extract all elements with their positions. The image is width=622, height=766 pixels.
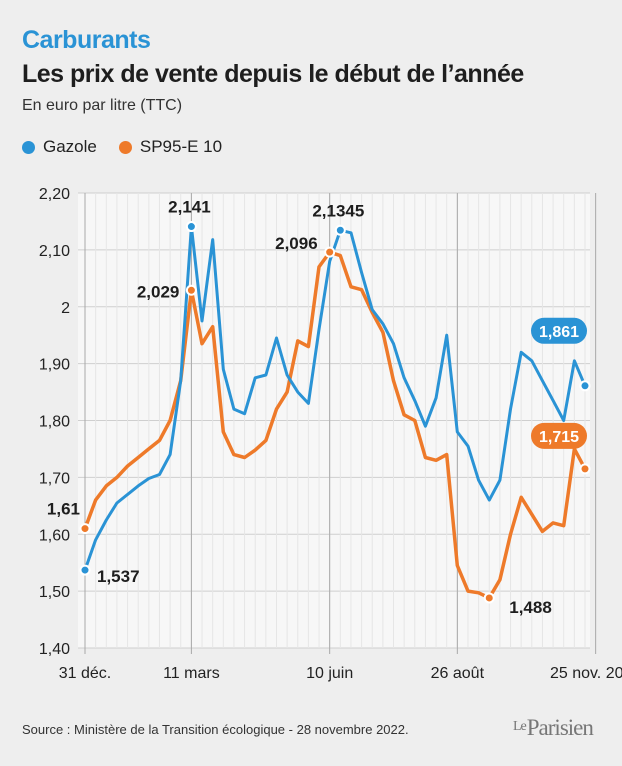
legend-item-gazole: Gazole: [22, 137, 97, 157]
annotation-label-5: 2,096: [275, 234, 318, 253]
annotation-marker-0: [79, 564, 91, 576]
annotation-marker-7: [579, 380, 591, 392]
logo-name: Parisien: [526, 715, 594, 740]
annotation-label-1: 1,61: [47, 500, 80, 519]
legend-label-gazole: Gazole: [43, 137, 97, 156]
y-tick-label-8: 1,40: [39, 641, 70, 658]
chart-title: Les prix de vente depuis le début de l’a…: [22, 60, 524, 88]
y-tick-label-1: 2,10: [39, 243, 70, 260]
annotation-label-7: 1,861: [539, 324, 579, 341]
y-tick-label-2: 2: [61, 300, 70, 317]
chart-kicker: Carburants: [22, 26, 151, 54]
legend: Gazole SP95-E 10: [22, 137, 244, 157]
annotation-badge-8: [531, 422, 587, 449]
annotation-label-3: 2,029: [137, 282, 180, 301]
y-tick-label-5: 1,70: [39, 470, 70, 487]
publisher-logo: LeParisien: [513, 715, 594, 741]
annotation-label-4: 2,1345: [312, 201, 364, 220]
x-tick-label-0: 31 déc.: [59, 665, 111, 682]
annotation-marker-1: [79, 523, 91, 535]
legend-label-sp95: SP95-E 10: [139, 137, 223, 156]
annotation-marker-5: [324, 246, 336, 258]
x-tick-label-1: 11 mars: [163, 665, 220, 682]
legend-item-sp95: SP95-E 10: [118, 137, 223, 157]
annotation-label-8: 1,715: [539, 429, 579, 446]
y-tick-label-3: 1,90: [39, 357, 70, 374]
series-line-gazole: [83, 225, 587, 572]
y-tick-label-0: 2,20: [39, 186, 70, 203]
annotation-marker-4: [334, 224, 346, 236]
annotation-badge-7: [531, 317, 587, 344]
series-line-sp95: [83, 250, 587, 600]
annotation-marker-6: [483, 592, 495, 604]
chart-subtitle: En euro par litre (TTC): [22, 97, 183, 114]
x-tick-label-2: 10 juin: [306, 665, 353, 682]
x-tick-label-4: 25 nov. 2022: [550, 665, 622, 682]
logo-prefix: Le: [513, 719, 527, 734]
annotation-label-6: 1,488: [509, 598, 552, 617]
y-tick-label-6: 1,60: [39, 527, 70, 544]
source-note: Source : Ministère de la Transition écol…: [22, 722, 409, 737]
annotation-label-2: 2,141: [168, 198, 211, 217]
annotation-marker-2: [185, 221, 197, 233]
x-tick-label-3: 26 août: [431, 665, 485, 682]
annotation-marker-8: [579, 463, 591, 475]
legend-swatch-gazole: [22, 140, 35, 154]
legend-swatch-sp95: [118, 140, 132, 154]
y-tick-label-4: 1,80: [39, 414, 70, 431]
annotation-marker-3: [185, 284, 197, 296]
annotation-label-0: 1,537: [97, 567, 140, 586]
y-tick-label-7: 1,50: [39, 584, 70, 601]
